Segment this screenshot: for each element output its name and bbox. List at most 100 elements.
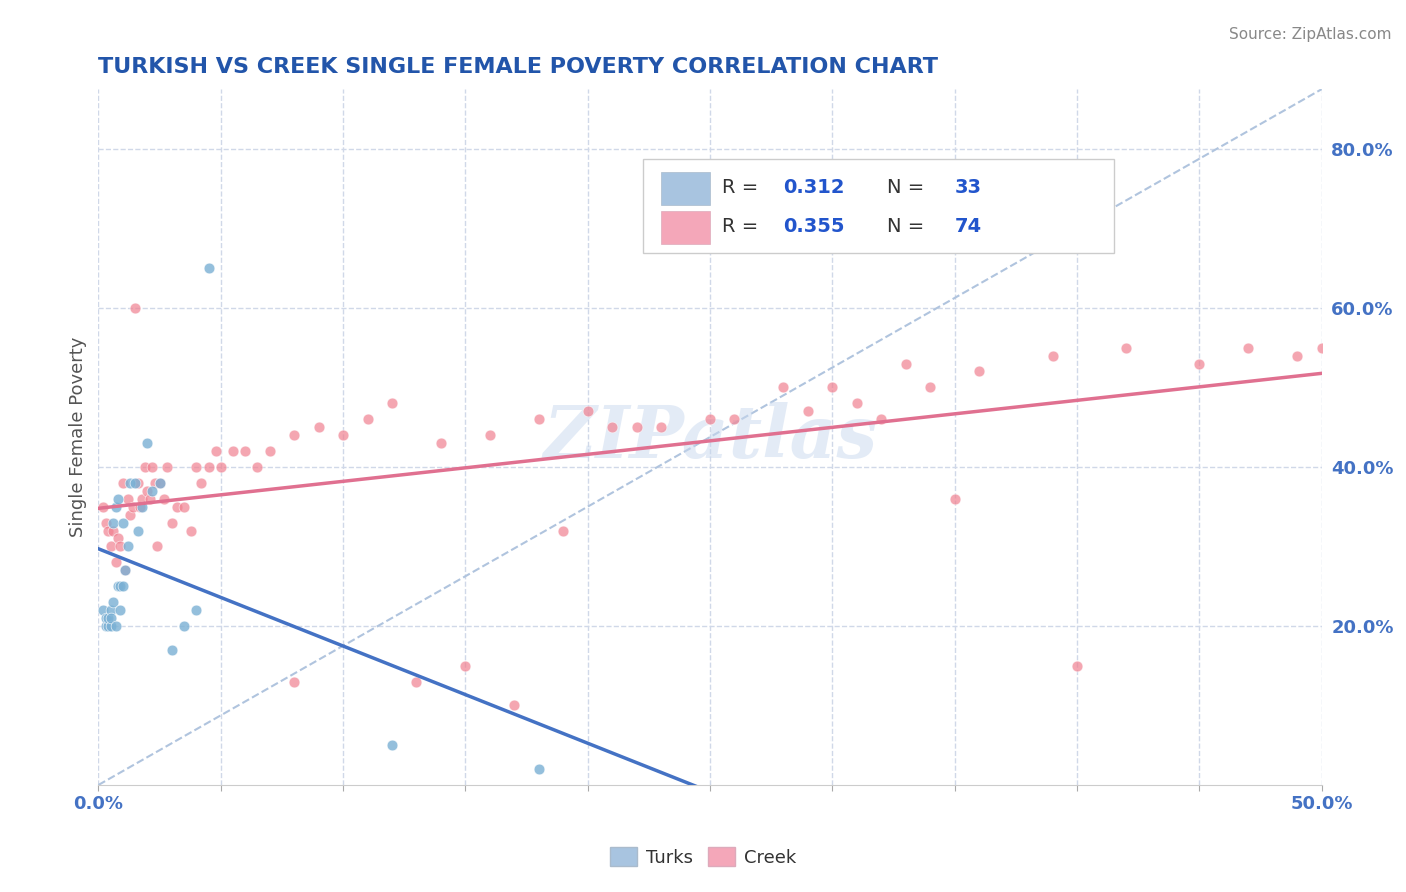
Point — [97, 619, 120, 633]
Point — [156, 459, 179, 474]
Point — [332, 428, 354, 442]
Point — [186, 603, 208, 617]
Point — [101, 524, 124, 538]
Point — [699, 412, 721, 426]
Point — [821, 380, 844, 394]
Point — [626, 420, 648, 434]
Point — [101, 516, 124, 530]
Point — [110, 603, 132, 617]
Point — [117, 540, 139, 554]
Legend: Turks, Creek: Turks, Creek — [603, 840, 803, 874]
Point — [107, 491, 129, 506]
Point — [1188, 357, 1211, 371]
Point — [94, 619, 117, 633]
Point — [1115, 341, 1137, 355]
Point — [772, 380, 794, 394]
Point — [943, 491, 966, 506]
Point — [160, 642, 183, 657]
Point — [149, 475, 172, 490]
Point — [153, 491, 176, 506]
Point — [967, 364, 990, 378]
Text: TURKISH VS CREEK SINGLE FEMALE POVERTY CORRELATION CHART: TURKISH VS CREEK SINGLE FEMALE POVERTY C… — [98, 56, 938, 77]
Point — [100, 540, 122, 554]
Point — [1066, 658, 1088, 673]
Point — [111, 579, 134, 593]
Point — [141, 459, 163, 474]
Point — [259, 444, 281, 458]
Point — [97, 611, 120, 625]
Point — [920, 380, 942, 394]
Point — [94, 611, 117, 625]
Point — [111, 516, 134, 530]
Point — [454, 658, 477, 673]
Point — [97, 524, 120, 538]
Point — [124, 475, 146, 490]
Point — [723, 412, 745, 426]
FancyBboxPatch shape — [661, 172, 710, 205]
Point — [845, 396, 868, 410]
Point — [308, 420, 330, 434]
Point — [283, 674, 305, 689]
Point — [186, 459, 208, 474]
Point — [527, 412, 550, 426]
Point — [120, 508, 142, 522]
Point — [180, 524, 202, 538]
Point — [405, 674, 427, 689]
Point — [197, 459, 219, 474]
Point — [527, 762, 550, 776]
Point — [173, 619, 195, 633]
Text: ZIPatlas: ZIPatlas — [543, 401, 877, 473]
Point — [356, 412, 378, 426]
Point — [127, 524, 149, 538]
Point — [111, 475, 134, 490]
Point — [1042, 349, 1064, 363]
Point — [104, 500, 127, 514]
Point — [1310, 341, 1333, 355]
Point — [190, 475, 212, 490]
Point — [797, 404, 820, 418]
Point — [136, 483, 159, 498]
Point — [503, 698, 526, 713]
Point — [246, 459, 269, 474]
Point — [101, 595, 124, 609]
Point — [100, 603, 122, 617]
Point — [104, 555, 127, 569]
Point — [124, 301, 146, 315]
Point — [205, 444, 228, 458]
Point — [114, 563, 136, 577]
Point — [197, 261, 219, 276]
Text: N =: N = — [887, 178, 931, 197]
Point — [143, 475, 166, 490]
Point — [107, 579, 129, 593]
Point — [91, 500, 114, 514]
Point — [134, 459, 156, 474]
Point — [117, 491, 139, 506]
Point — [107, 532, 129, 546]
Point — [1286, 349, 1309, 363]
Point — [381, 396, 404, 410]
Point — [209, 459, 232, 474]
Text: 33: 33 — [955, 178, 981, 197]
Point — [131, 491, 153, 506]
FancyBboxPatch shape — [643, 159, 1114, 252]
Point — [114, 563, 136, 577]
Point — [146, 540, 169, 554]
Text: 0.355: 0.355 — [783, 218, 845, 236]
Point — [283, 428, 305, 442]
Point — [173, 500, 195, 514]
Text: N =: N = — [887, 218, 931, 236]
Text: R =: R = — [723, 178, 765, 197]
Point — [136, 436, 159, 450]
Point — [139, 491, 162, 506]
Point — [120, 475, 142, 490]
Text: 74: 74 — [955, 218, 981, 236]
Point — [160, 516, 183, 530]
Point — [600, 420, 623, 434]
Point — [166, 500, 188, 514]
Point — [110, 540, 132, 554]
Text: 0.312: 0.312 — [783, 178, 845, 197]
Point — [222, 444, 245, 458]
FancyBboxPatch shape — [661, 211, 710, 244]
Point — [870, 412, 893, 426]
Point — [553, 524, 575, 538]
